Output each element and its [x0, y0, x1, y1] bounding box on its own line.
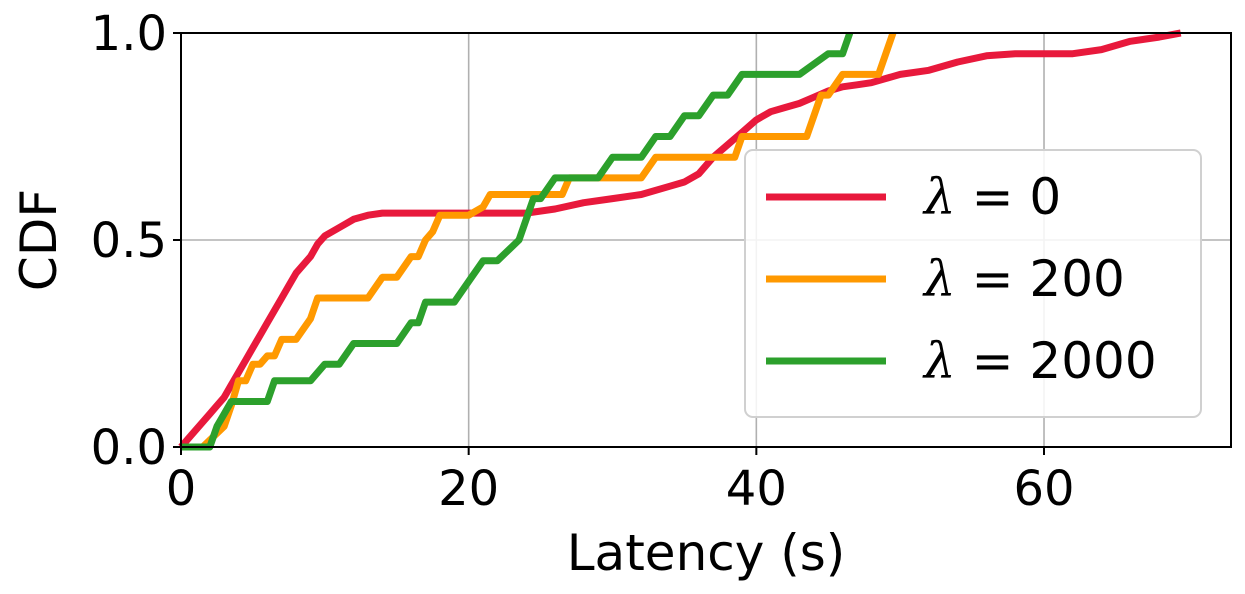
legend-value: = 0: [956, 168, 1062, 226]
series-line-1: [181, 31, 897, 451]
legend-box: [744, 149, 1202, 418]
x-tick-label: 0: [166, 461, 197, 517]
legend-value: = 2000: [956, 332, 1157, 390]
legend-label-0: λ = 0: [922, 168, 1061, 226]
legend-lambda-symbol: λ: [922, 250, 956, 308]
y-tick-label: 1.0: [91, 6, 167, 62]
y-tick-label: 0.5: [91, 213, 167, 269]
y-axis-label: CDF: [10, 189, 68, 291]
y-tick-label: 0.0: [91, 420, 167, 476]
series-line-2: [181, 31, 854, 451]
x-axis-label: Latency (s): [567, 524, 846, 582]
x-tick-label: 40: [726, 461, 787, 517]
legend-label-1: λ = 200: [922, 250, 1125, 308]
series-line-0: [178, 29, 1182, 450]
legend-lambda-symbol: λ: [922, 168, 956, 226]
legend-value: = 200: [956, 250, 1125, 308]
x-tick-label: 20: [438, 461, 499, 517]
legend-label-2: λ = 2000: [922, 332, 1157, 390]
axis-ticks: 0 20 40 60 0.0 0.5 1.0: [91, 6, 1075, 517]
series-lines: [178, 29, 1182, 451]
legend-lambda-symbol: λ: [922, 332, 956, 390]
x-tick-label: 60: [1013, 461, 1074, 517]
